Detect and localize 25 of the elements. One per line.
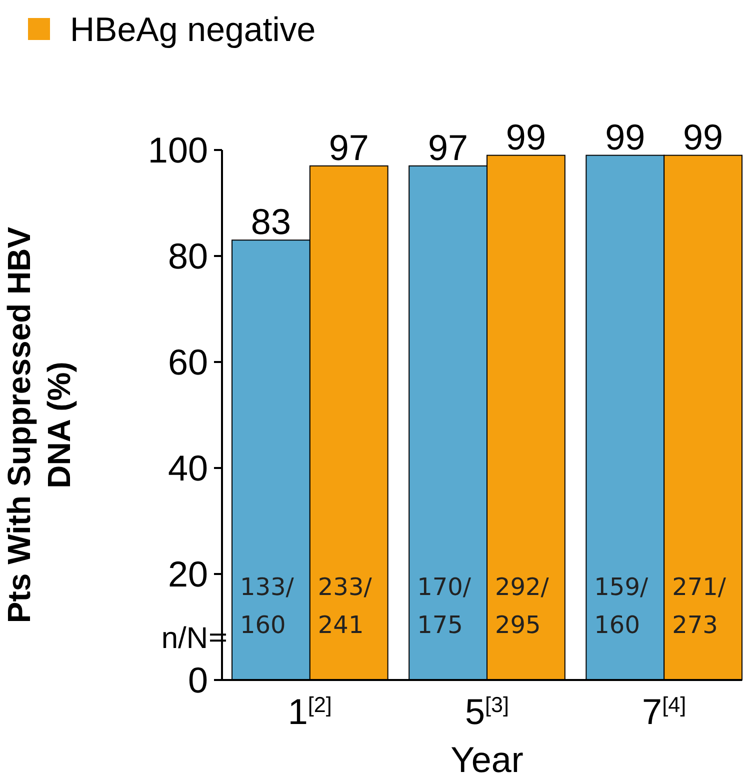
annotation: 271/273 [672, 573, 727, 640]
data-label: 83 [250, 201, 291, 242]
data-label: 97 [328, 126, 369, 168]
data-label: 99 [683, 116, 724, 158]
annotation: 133/160 [240, 573, 295, 640]
y-tick-label: 20 [168, 554, 208, 595]
annotation: 292/295 [495, 573, 550, 640]
x-tick-label: 5$^{[3]}$ [464, 691, 510, 732]
data-label: 97 [428, 126, 468, 168]
data-label: 99 [506, 116, 546, 158]
text: HBeAg negative [70, 10, 316, 49]
y-tick-label: 40 [168, 448, 208, 489]
annotation: 233/241 [318, 573, 373, 640]
y-tick-label: 0 [188, 660, 208, 701]
y-tick-label: 100 [148, 130, 208, 171]
y-tick-label: 60 [168, 342, 208, 383]
x-axis-title: Year [450, 739, 524, 780]
annotation: 170/175 [417, 573, 472, 640]
annotation: 159/160 [594, 573, 649, 640]
y-tick-label: 80 [168, 236, 208, 277]
x-tick-label: 1$^{[2]}$ [288, 691, 332, 732]
text: n/N [161, 622, 208, 656]
x-tick-label: 7$^{[4]}$ [642, 691, 686, 732]
data-label: 99 [605, 116, 646, 158]
y-axis-title: Pts With Suppressed HBV DNA (%) [1, 226, 77, 624]
